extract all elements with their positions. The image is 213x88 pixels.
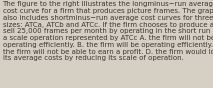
Text: The figure to the right illustrates the longminus−run average
cost curve for a f: The figure to the right illustrates the … [3,1,213,61]
